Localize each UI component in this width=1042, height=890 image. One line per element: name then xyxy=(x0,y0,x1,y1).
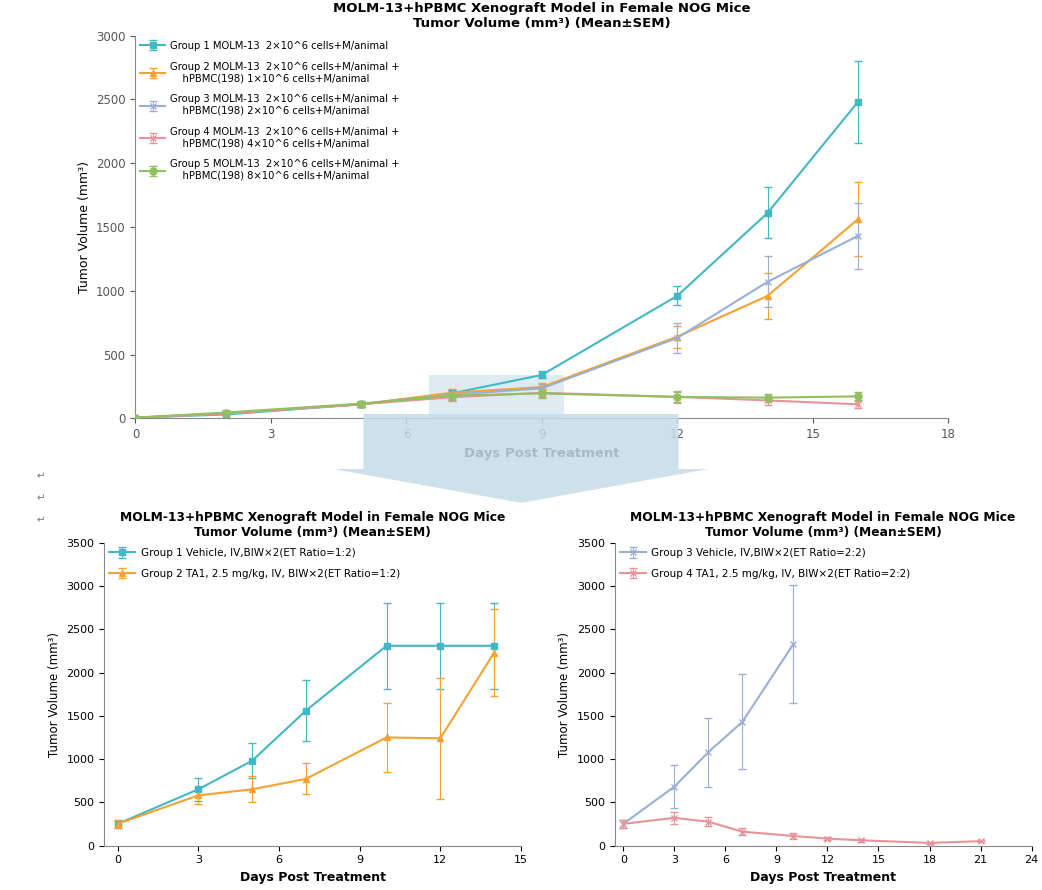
Text: ↵: ↵ xyxy=(36,515,45,525)
Legend: Group 1 Vehicle, IV,BIW×2(ET Ratio=1:2), Group 2 TA1, 2.5 mg/kg, IV, BIW×2(ET Ra: Group 1 Vehicle, IV,BIW×2(ET Ratio=1:2),… xyxy=(109,548,400,578)
Y-axis label: Tumor Volume (mm³): Tumor Volume (mm³) xyxy=(48,632,60,756)
Text: ↵: ↵ xyxy=(36,471,45,481)
Title: MOLM-13+hPBMC Xenograft Model in Female NOG Mice
Tumor Volume (mm³) (Mean±SEM): MOLM-13+hPBMC Xenograft Model in Female … xyxy=(120,511,505,539)
Title: MOLM-13+hPBMC Xenograft Model in Female NOG Mice
Tumor Volume (mm³) (Mean±SEM): MOLM-13+hPBMC Xenograft Model in Female … xyxy=(630,511,1016,539)
Text: ↵: ↵ xyxy=(36,493,45,503)
Legend: Group 3 Vehicle, IV,BIW×2(ET Ratio=2:2), Group 4 TA1, 2.5 mg/kg, IV, BIW×2(ET Ra: Group 3 Vehicle, IV,BIW×2(ET Ratio=2:2),… xyxy=(620,548,911,578)
Y-axis label: Tumor Volume (mm³): Tumor Volume (mm³) xyxy=(559,632,571,756)
Title: MOLM-13+hPBMC Xenograft Model in Female NOG Mice
Tumor Volume (mm³) (Mean±SEM): MOLM-13+hPBMC Xenograft Model in Female … xyxy=(333,3,750,30)
X-axis label: Days Post Treatment: Days Post Treatment xyxy=(750,870,896,884)
X-axis label: Days Post Treatment: Days Post Treatment xyxy=(464,447,620,459)
X-axis label: Days Post Treatment: Days Post Treatment xyxy=(240,870,386,884)
Y-axis label: Tumor Volume (mm³): Tumor Volume (mm³) xyxy=(77,161,91,293)
Bar xyxy=(429,375,565,418)
Legend: Group 1 MOLM-13  2×10^6 cells+M/animal, Group 2 MOLM-13  2×10^6 cells+M/animal +: Group 1 MOLM-13 2×10^6 cells+M/animal, G… xyxy=(141,41,400,181)
Polygon shape xyxy=(333,414,709,503)
